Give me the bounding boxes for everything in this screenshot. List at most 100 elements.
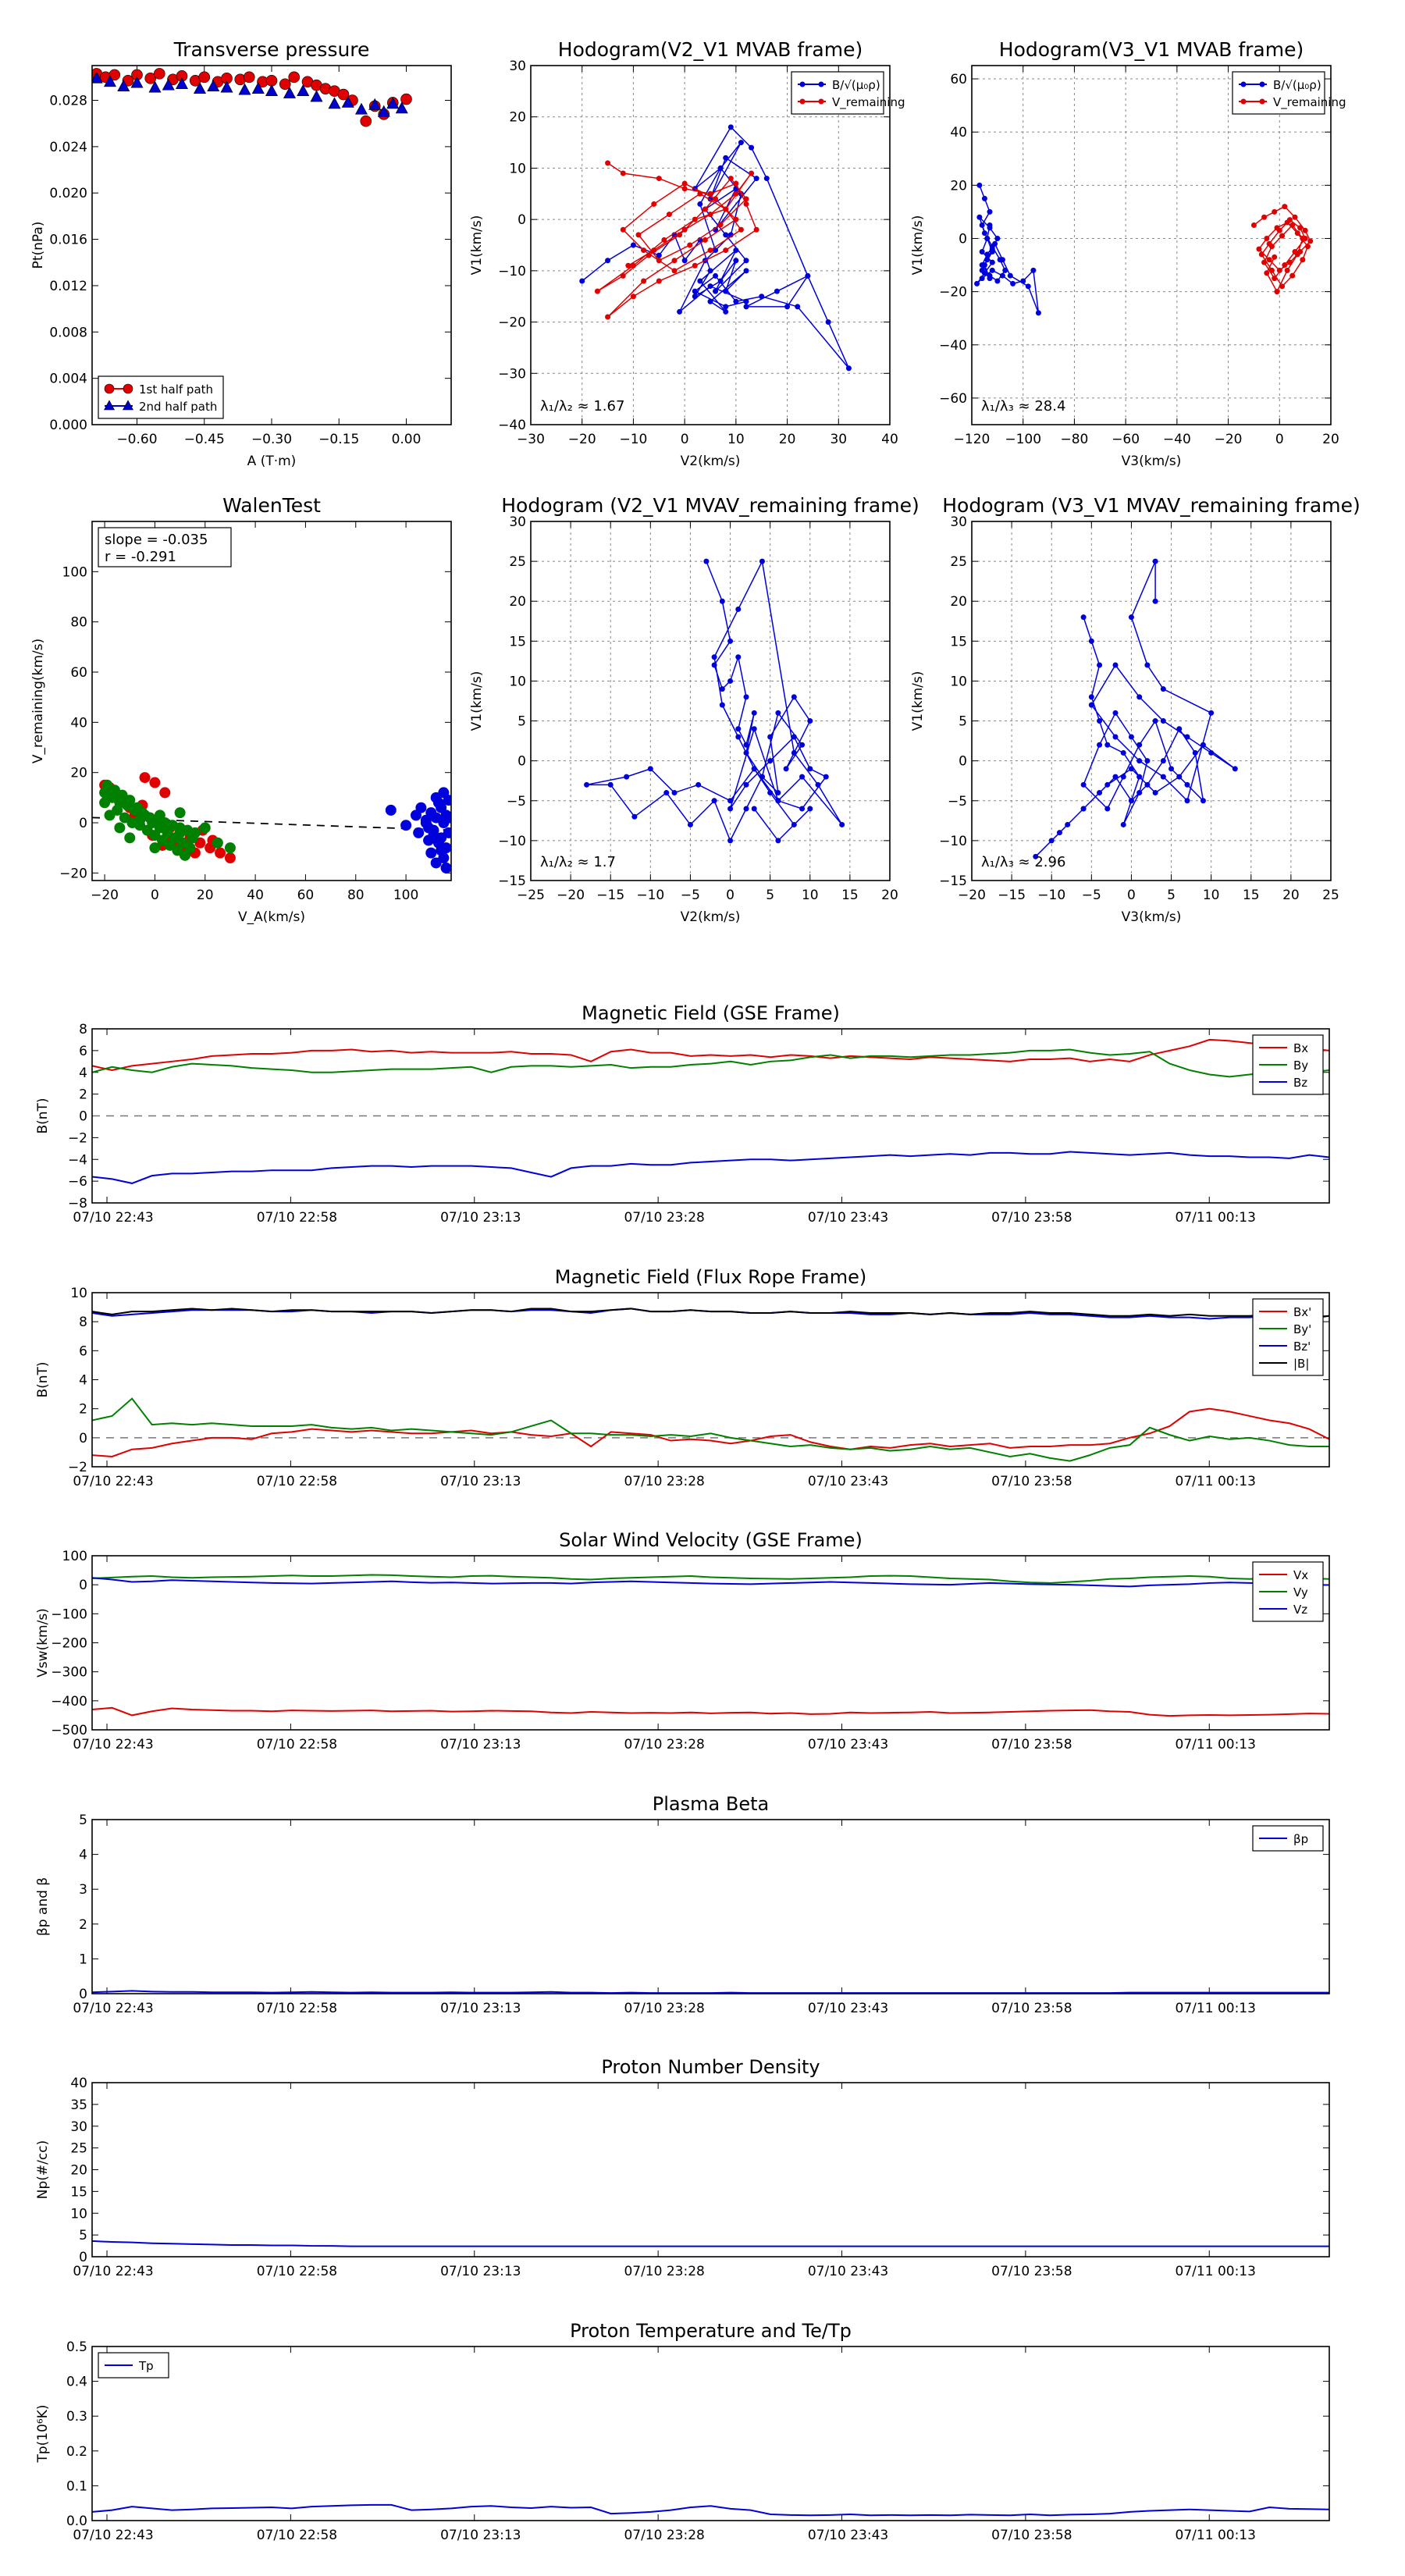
data-point	[1268, 267, 1275, 273]
data-point	[1007, 272, 1013, 279]
x-tick-label: −20	[568, 432, 596, 447]
y-axis-label: V1(km/s)	[469, 215, 485, 276]
legend-box	[1252, 1298, 1324, 1376]
legend-label: 2nd half path	[139, 400, 217, 414]
data-point	[297, 84, 310, 96]
legend-marker	[818, 81, 824, 87]
data-point	[243, 71, 255, 84]
data-point	[579, 278, 585, 284]
x-tick-label: 20	[197, 888, 214, 903]
x-tick-label: 07/10 23:58	[991, 2001, 1072, 2016]
data-point	[723, 247, 729, 254]
panel-sw_velocity: Solar Wind Velocity (GSE Frame) 07/10 22:…	[35, 1529, 1330, 1752]
y-tick-label: 0	[518, 754, 526, 770]
y-tick-label: 1	[79, 1952, 87, 1967]
plot-frame	[91, 1292, 1330, 1468]
data-point	[651, 247, 657, 254]
y-tick-label: 2	[79, 1087, 87, 1103]
y-tick-label: 30	[509, 59, 526, 74]
data-point	[1192, 749, 1198, 756]
x-tick-label: 07/11 00:13	[1176, 1737, 1256, 1752]
y-tick-label: 30	[950, 514, 967, 530]
y-tick-label: 60	[70, 665, 87, 681]
y-tick-label: 5	[79, 2228, 87, 2243]
data-point	[117, 80, 130, 92]
y-tick-label: −15	[939, 873, 967, 889]
data-point	[1168, 766, 1175, 772]
data-point	[337, 88, 350, 101]
data-point	[1080, 614, 1087, 621]
data-point	[697, 190, 703, 197]
x-tick-label: −10	[1037, 888, 1065, 903]
annotation-box	[98, 527, 232, 568]
plot-frame	[91, 1028, 1330, 1204]
legend-marker	[1240, 81, 1247, 87]
panel-hodo_v3_v1_mvav: Hodogram (V3_V1 MVAV_remaining frame) −20…	[910, 494, 1361, 925]
data-point	[984, 235, 991, 241]
data-point	[238, 83, 251, 95]
x-tick-label: 07/10 23:43	[808, 1210, 888, 1226]
x-tick-label: 07/10 23:13	[440, 1210, 521, 1226]
panel-transverse_pressure: Transverse pressure −0.60 −0.45 −0.30 −0.15 0…	[30, 38, 452, 469]
data-area	[92, 68, 412, 127]
data-point	[677, 232, 683, 238]
legend: Tp	[98, 2352, 169, 2379]
data-point	[180, 849, 191, 861]
x-tick-label: 07/10 23:13	[440, 1474, 521, 1489]
data-point	[733, 298, 739, 304]
data-point	[775, 838, 781, 844]
y-tick-label: 10	[950, 674, 967, 689]
legend-label: Vx	[1293, 1568, 1308, 1582]
data-point	[175, 77, 189, 90]
series-0-line	[1035, 560, 1236, 857]
data-point	[989, 259, 995, 265]
data-point	[624, 774, 630, 780]
data-point	[656, 278, 662, 284]
data-point	[759, 774, 765, 780]
data-point	[288, 71, 301, 84]
x-tick-label: −100	[1005, 432, 1041, 447]
y-tick-label: 20	[70, 2163, 87, 2179]
y-tick-label: −2	[68, 1460, 87, 1475]
data-point	[385, 804, 397, 816]
data-point	[1002, 267, 1008, 273]
data-area	[579, 124, 852, 372]
y-tick-label: 20	[70, 766, 87, 781]
data-point	[174, 827, 186, 838]
data-point	[134, 814, 146, 826]
data-point	[395, 101, 408, 114]
data-point	[1144, 662, 1151, 668]
y-tick-label: 5	[79, 1813, 87, 1828]
data-point	[625, 262, 631, 269]
x-tick-label: −5	[1082, 888, 1101, 903]
data-point	[112, 804, 123, 816]
x-tick-label: 07/11 00:13	[1176, 1210, 1256, 1226]
annotation-text: r = -0.291	[105, 549, 176, 565]
data-point	[1160, 774, 1166, 780]
data-point	[415, 802, 427, 813]
data-point	[153, 68, 165, 80]
data-point	[1128, 734, 1134, 740]
data-point	[1112, 774, 1119, 780]
data-area	[92, 1038, 1329, 1184]
data-point	[733, 258, 739, 264]
data-point	[328, 97, 341, 109]
annotation-text: slope = -0.035	[105, 532, 208, 548]
legend-label: Bz	[1293, 1076, 1307, 1090]
legend: Vx Vy Vz	[1252, 1561, 1324, 1622]
x-tick-label: 07/11 00:13	[1176, 2264, 1256, 2279]
legend-marker	[104, 383, 115, 394]
plot-frame	[91, 1819, 1330, 1994]
data-point	[984, 251, 991, 258]
chart-title: Hodogram (V2_V1 MVAV_remaining frame)	[501, 494, 919, 517]
data-point	[743, 268, 749, 274]
series-Bx'-line	[92, 1407, 1329, 1458]
data-point	[1176, 774, 1183, 780]
data-point	[981, 230, 987, 237]
legend-label: Bx	[1293, 1041, 1308, 1055]
legend-marker	[799, 98, 806, 105]
data-point	[723, 206, 729, 212]
x-tick-label: 5	[1167, 888, 1176, 903]
annotation-text: λ₁/λ₂ ≈ 1.7	[540, 854, 616, 870]
